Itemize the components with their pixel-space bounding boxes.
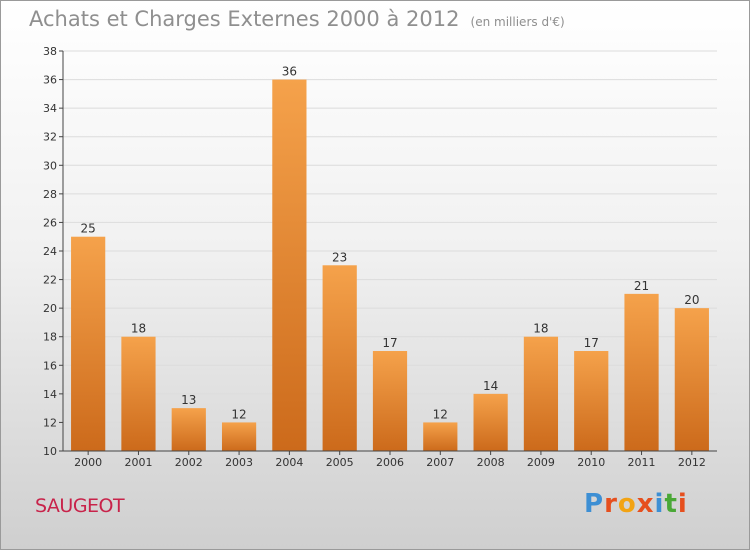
y-tick-label: 32 xyxy=(43,131,57,144)
logo-letter: r xyxy=(604,489,618,519)
logo-letter: t xyxy=(664,489,678,519)
logo-letter: P xyxy=(584,489,605,519)
logo-letter: o xyxy=(617,489,637,519)
x-tick-label-2004: 2004 xyxy=(275,456,303,469)
chart-unit: (en milliers d'€) xyxy=(470,15,565,29)
x-tick-label-2005: 2005 xyxy=(326,456,354,469)
value-label-2010: 17 xyxy=(584,336,599,350)
y-tick-label: 16 xyxy=(43,359,57,372)
x-tick-label-2001: 2001 xyxy=(124,456,152,469)
logo-letter: i xyxy=(677,489,688,519)
bar-2004 xyxy=(272,79,307,452)
y-tick-label: 36 xyxy=(43,74,57,87)
bars xyxy=(71,79,709,452)
y-tick-label: 26 xyxy=(43,216,57,229)
y-tick-label: 38 xyxy=(43,45,57,58)
proxiti-logo: Proxiti xyxy=(584,489,688,519)
bar-2010 xyxy=(574,351,609,451)
y-tick-label: 12 xyxy=(43,416,57,429)
y-tick-label: 28 xyxy=(43,188,57,201)
value-label-2004: 36 xyxy=(282,65,297,79)
bar-2003 xyxy=(221,422,257,451)
y-tick-label: 22 xyxy=(43,274,57,287)
x-tick-label-2011: 2011 xyxy=(628,456,656,469)
bar-2006 xyxy=(372,351,408,451)
value-label-2009: 18 xyxy=(533,322,548,336)
x-tick-label-2010: 2010 xyxy=(577,456,605,469)
value-label-2007: 12 xyxy=(433,407,448,421)
y-tick-label: 20 xyxy=(43,302,57,315)
y-tick-label: 34 xyxy=(43,102,57,115)
x-tick-label-2007: 2007 xyxy=(426,456,454,469)
x-tick-label-2008: 2008 xyxy=(477,456,505,469)
y-tick-label: 14 xyxy=(43,388,57,401)
bar-2009 xyxy=(523,336,559,451)
value-label-2005: 23 xyxy=(332,250,347,264)
value-label-2012: 20 xyxy=(684,293,699,307)
bar-2000 xyxy=(71,236,106,451)
value-label-2001: 18 xyxy=(131,322,146,336)
chart-title-text: Achats et Charges Externes 2000 à 2012 xyxy=(29,7,460,31)
bar-2005 xyxy=(322,265,357,451)
bar-2002 xyxy=(171,408,206,451)
y-tick-label: 30 xyxy=(43,159,57,172)
labels: 10 12 14 16 18 20 22 24 26 28 30 32 34 36 38 25 2000 18 20… xyxy=(43,45,706,469)
bar-2008 xyxy=(473,393,508,451)
value-label-2000: 25 xyxy=(81,222,96,236)
logo-letter: x xyxy=(636,489,655,519)
axes xyxy=(59,50,717,455)
value-label-2011: 21 xyxy=(634,279,649,293)
bar-2001 xyxy=(121,336,156,451)
bar-2012 xyxy=(674,308,709,451)
value-label-2008: 14 xyxy=(483,379,498,393)
bar-2007 xyxy=(423,422,458,451)
x-tick-label-2003: 2003 xyxy=(225,456,253,469)
x-tick-label-2009: 2009 xyxy=(527,456,555,469)
y-tick-label: 10 xyxy=(43,445,57,458)
chart-title: Achats et Charges Externes 2000 à 2012 (… xyxy=(29,7,565,31)
x-tick-label-2012: 2012 xyxy=(678,456,706,469)
bar-2011 xyxy=(624,293,659,451)
y-tick-label: 24 xyxy=(43,245,57,258)
logo-letter: i xyxy=(654,489,665,519)
x-tick-label-2006: 2006 xyxy=(376,456,404,469)
x-tick-label-2002: 2002 xyxy=(175,456,203,469)
commune-name: SAUGEOT xyxy=(35,495,125,517)
value-label-2006: 17 xyxy=(382,336,397,350)
value-label-2002: 13 xyxy=(181,393,196,407)
value-label-2003: 12 xyxy=(231,407,246,421)
y-tick-label: 18 xyxy=(43,331,57,344)
x-tick-label-2000: 2000 xyxy=(74,456,102,469)
